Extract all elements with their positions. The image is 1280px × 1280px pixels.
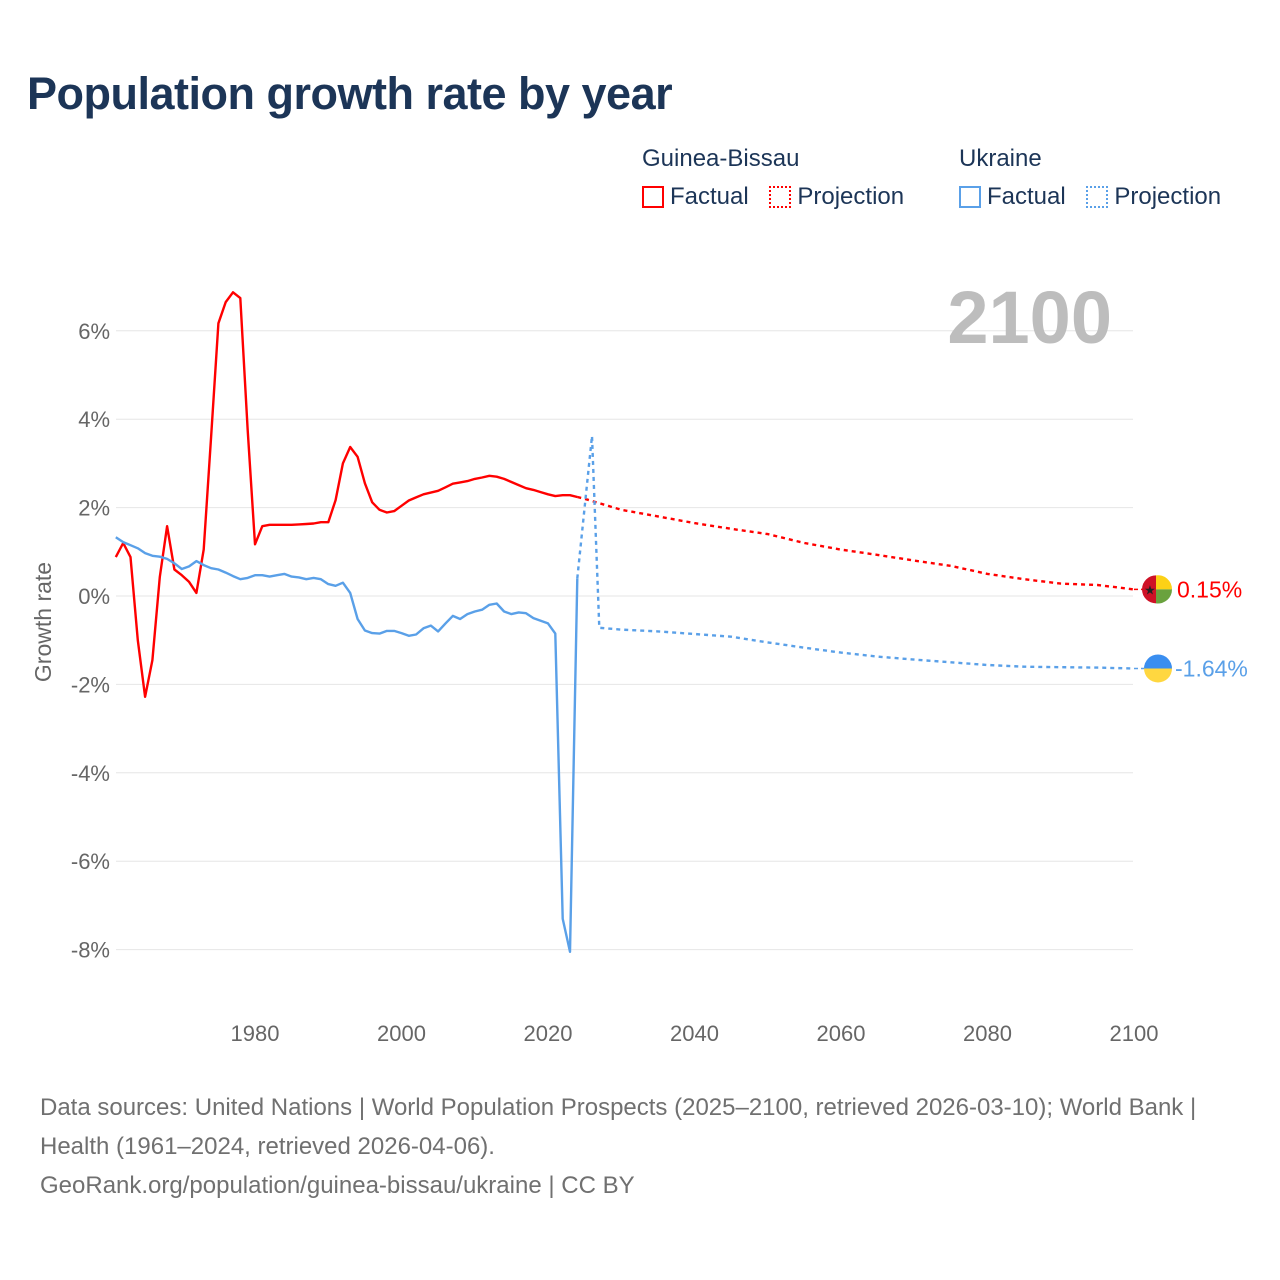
end-value-label-guinea-bissau: 0.15% [1177,576,1242,602]
x-tick-label: 2060 [817,1021,866,1046]
solid-swatch-icon [959,186,981,208]
y-tick-label: -6% [71,849,110,874]
legend-label: Projection [1114,183,1222,210]
dotted-swatch-icon [1086,186,1109,208]
credit-link[interactable]: GeoRank.org/population/guinea-bissau/ukr… [40,1172,635,1199]
data-sources: Data sources: United Nations | World Pop… [40,1094,1197,1160]
chart-title: Population growth rate by year [27,68,673,119]
x-tick-label: 2040 [670,1021,719,1046]
legend-group-name: Guinea-Bissau [642,145,800,172]
legend-group-name: Ukraine [959,145,1042,172]
legend-guinea-bissau: Guinea-Bissau Factual Projection [642,145,918,215]
x-tick-label: 1980 [231,1021,280,1046]
legend-item-factual[interactable]: Factual [959,183,1066,211]
y-tick-label: 6% [78,319,110,344]
legend-item-factual[interactable]: Factual [642,183,749,211]
solid-swatch-icon [642,186,664,208]
series-line-ukraine-projection [576,435,1135,670]
ukraine-flag-icon [1144,654,1172,683]
legend-item-projection[interactable]: Projection [769,183,904,211]
x-tick-label: 2080 [963,1021,1012,1046]
star-icon: ★ [1144,582,1156,597]
y-tick-label: 2% [78,496,110,521]
legend-item-projection[interactable]: Projection [1086,183,1221,211]
y-tick-label: -2% [71,672,110,697]
x-tick-label: 2020 [524,1021,573,1046]
legend-label: Factual [670,183,749,210]
y-axis-label: Growth rate [30,562,56,682]
x-tick-label: 2100 [1110,1021,1159,1046]
y-tick-label: 0% [78,584,110,609]
legend-ukraine: Ukraine Factual Projection [959,145,1235,215]
y-tick-label: 4% [78,407,110,432]
end-value-label-ukraine: -1.64% [1175,655,1248,681]
flag-yellow-band [1156,575,1173,590]
legend-label: Factual [987,183,1066,210]
flag-blue-band [1144,654,1172,669]
series-line-ukraine-factual [115,536,579,953]
flag-green-band [1156,589,1173,604]
flag-yellow-band [1144,668,1172,683]
x-tick-label: 2000 [377,1021,426,1046]
guinea-bissau-flag-icon: ★ [1142,575,1173,604]
footer: Data sources: United Nations | World Pop… [40,1088,1240,1205]
series-line-guinea-bissau-projection [577,495,1135,591]
dotted-swatch-icon [769,186,792,208]
y-tick-label: -4% [71,761,110,786]
series-line-guinea-bissau-factual [114,291,578,698]
current-year-label: 2100 [947,276,1112,359]
flag-red-band [1142,575,1156,604]
legend-label: Projection [797,183,905,210]
y-tick-label: -8% [71,938,110,963]
